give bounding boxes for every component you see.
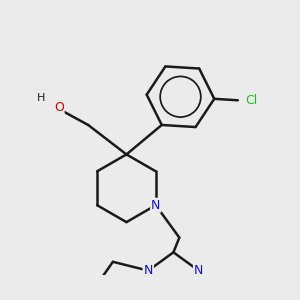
Text: N: N: [194, 264, 203, 277]
Text: H: H: [37, 94, 45, 103]
Text: Cl: Cl: [245, 94, 257, 107]
Text: O: O: [54, 101, 64, 114]
Text: N: N: [143, 264, 153, 277]
Text: N: N: [151, 199, 160, 212]
